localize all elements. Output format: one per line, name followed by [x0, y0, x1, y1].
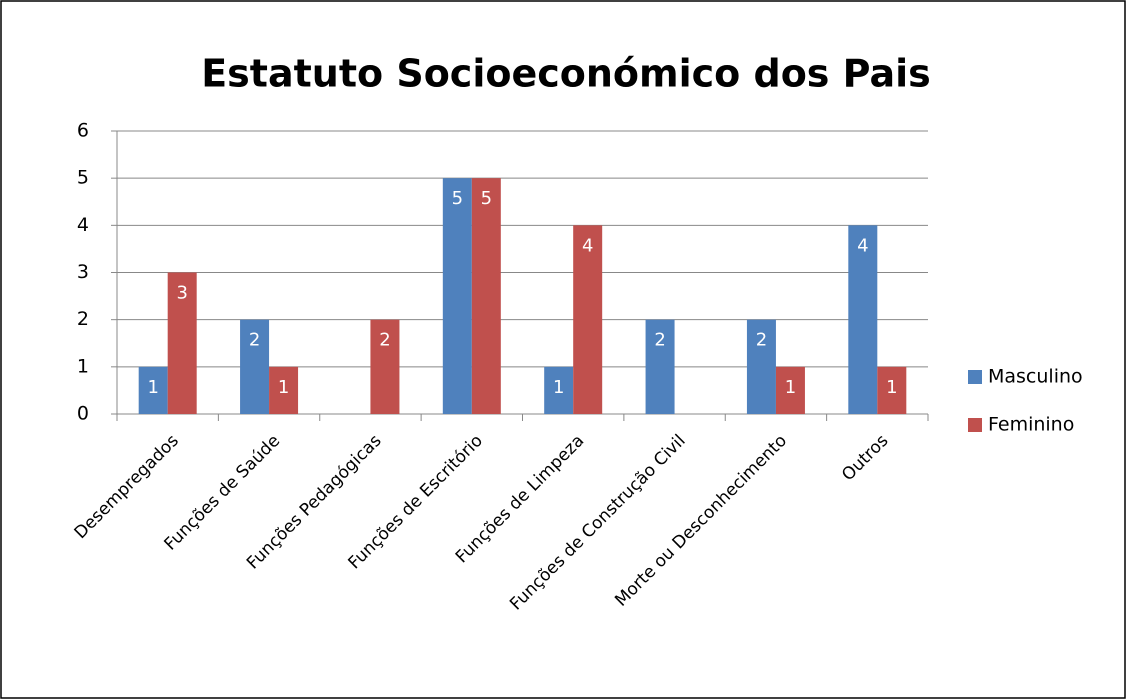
data-label: 2 — [249, 330, 260, 351]
bar — [877, 366, 907, 414]
bar — [746, 319, 776, 414]
data-label: 4 — [582, 235, 593, 256]
bar — [442, 178, 472, 414]
bar — [167, 272, 197, 414]
data-label: 5 — [481, 188, 492, 209]
data-label: 1 — [886, 377, 897, 398]
y-tick-label: 4 — [77, 214, 89, 236]
legend-swatch — [968, 370, 982, 384]
y-tick-label: 1 — [77, 355, 89, 377]
bar — [240, 319, 270, 414]
data-label: 1 — [278, 377, 289, 398]
y-tick-label: 2 — [77, 308, 89, 330]
bar — [848, 225, 878, 414]
legend-swatch — [968, 418, 982, 432]
data-label: 2 — [654, 330, 665, 351]
y-tick-label: 5 — [77, 167, 89, 189]
data-label: 1 — [553, 377, 564, 398]
bar — [370, 319, 400, 414]
legend-label: Feminino — [988, 414, 1074, 436]
data-label: 2 — [379, 330, 390, 351]
legend-label: Masculino — [988, 366, 1083, 388]
y-tick-label: 0 — [77, 403, 89, 425]
chart-title: Estatuto Socioeconómico dos Pais — [201, 52, 931, 96]
bar — [138, 366, 168, 414]
data-label: 2 — [756, 330, 767, 351]
bar — [645, 319, 675, 414]
bar — [775, 366, 805, 414]
bar — [269, 366, 299, 414]
data-label: 4 — [857, 235, 868, 256]
bar — [471, 178, 501, 414]
y-tick-label: 6 — [77, 120, 89, 142]
data-label: 1 — [147, 377, 158, 398]
data-label: 1 — [785, 377, 796, 398]
bar — [573, 225, 603, 414]
y-tick-label: 3 — [77, 261, 89, 283]
data-label: 5 — [452, 188, 463, 209]
bar — [544, 366, 574, 414]
data-label: 3 — [176, 283, 187, 304]
